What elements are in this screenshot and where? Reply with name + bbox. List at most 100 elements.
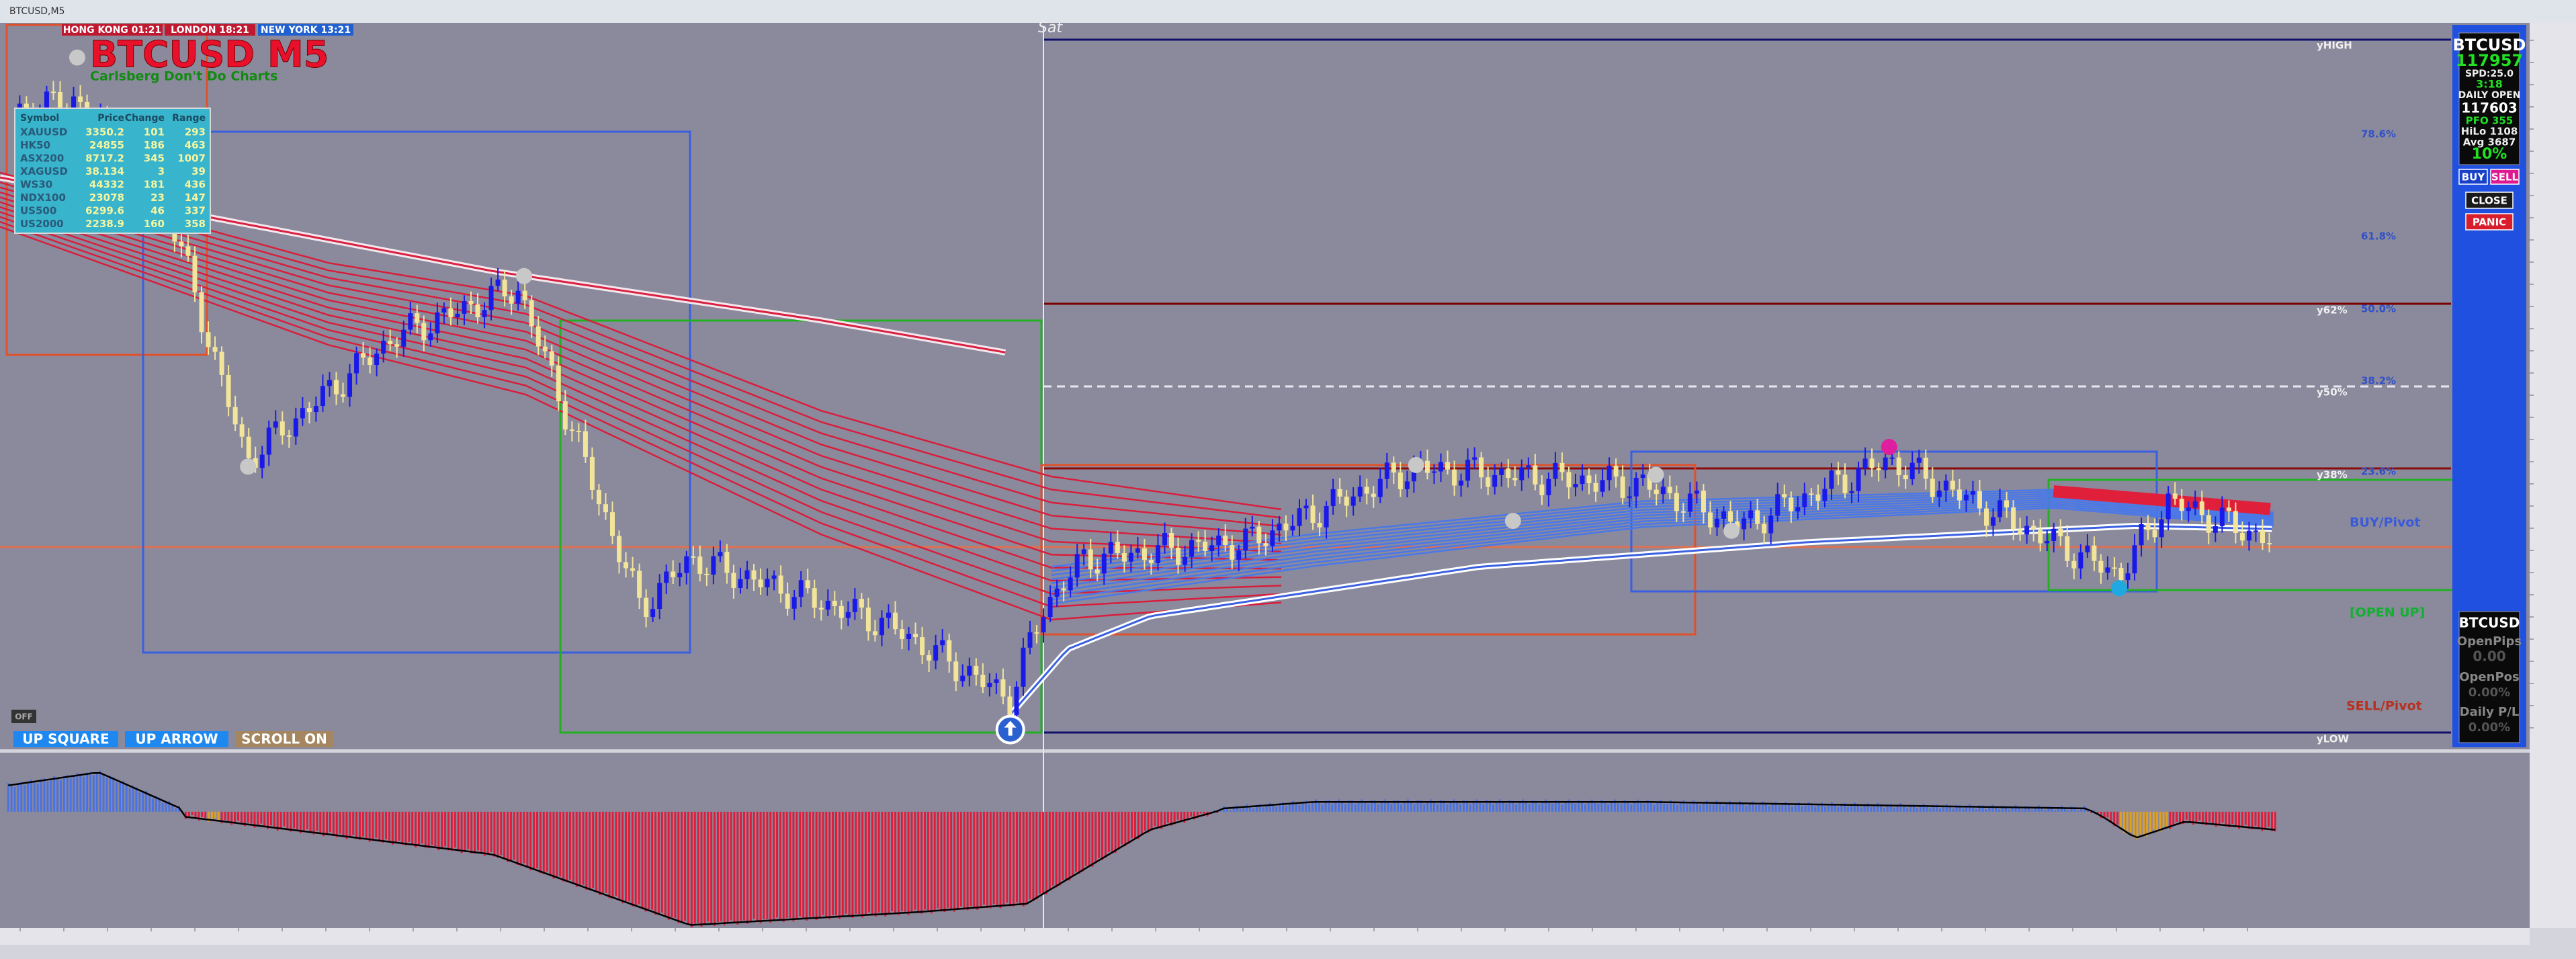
trade-button[interactable] <box>2465 192 2514 209</box>
account-field: OpenPips <box>2457 634 2522 649</box>
candle <box>1479 457 1484 478</box>
trade-button-label[interactable]: SELL <box>2491 171 2519 183</box>
candle <box>542 346 548 351</box>
ma-ribbon-blue <box>1051 497 2274 585</box>
trade-button[interactable] <box>2458 169 2488 185</box>
watchlist-cell: 293 <box>185 126 206 138</box>
candle <box>1203 541 1208 552</box>
candle <box>1849 491 1854 493</box>
candle <box>1424 460 1430 473</box>
candle <box>718 552 723 556</box>
candle <box>711 556 716 575</box>
candle <box>1559 462 1565 472</box>
toolbar-button[interactable] <box>13 731 118 747</box>
trade-button[interactable] <box>2465 213 2514 231</box>
toolbar-button-label[interactable]: UP SQUARE <box>22 731 109 747</box>
candle <box>1546 478 1551 495</box>
candle <box>1492 474 1498 487</box>
toolbar-button-label[interactable]: UP ARROW <box>135 731 218 747</box>
candle <box>933 645 939 661</box>
candle <box>617 536 622 562</box>
candle <box>199 292 204 333</box>
candle <box>1869 458 1875 468</box>
ma-ribbon-red <box>0 206 1282 570</box>
candle <box>1357 487 1363 497</box>
candle <box>556 366 561 402</box>
candle <box>1183 556 1188 565</box>
candle <box>1445 462 1451 470</box>
candle <box>1923 457 1928 479</box>
time-axis <box>0 928 2530 945</box>
watchlist-cell: 101 <box>144 126 165 138</box>
title-bar <box>0 0 2576 23</box>
candle <box>374 353 380 365</box>
candle <box>818 608 824 610</box>
watchlist-cell: NDX100 <box>20 192 66 204</box>
candle <box>845 612 851 618</box>
candle <box>1983 508 1989 526</box>
trade-button-label[interactable]: PANIC <box>2473 216 2506 228</box>
candle <box>671 571 676 577</box>
candle <box>179 241 184 247</box>
candle <box>1236 550 1242 560</box>
toolbar-button[interactable] <box>235 731 333 747</box>
quote-field: HiLo 1108 <box>2461 126 2518 138</box>
candle <box>1715 518 1720 528</box>
candle <box>347 373 353 397</box>
ma-ribbon-blue <box>1051 503 2274 597</box>
ma-ribbon-red <box>0 186 1282 536</box>
toolbar-button-label[interactable]: SCROLL ON <box>241 731 327 747</box>
candle <box>798 580 804 597</box>
candle <box>1512 478 1518 481</box>
toolbar-button[interactable] <box>125 731 228 747</box>
zone-box <box>142 130 691 654</box>
candle <box>865 608 871 632</box>
candle <box>1350 496 1356 506</box>
chart-subtitle: Carlsberg Don't Do Charts <box>90 69 277 84</box>
watchlist-cell: 24855 <box>89 139 124 151</box>
candle <box>994 679 999 683</box>
candle <box>1384 462 1389 479</box>
quote-box <box>2458 32 2520 165</box>
candle <box>2253 530 2258 532</box>
session-label: NEW YORK 13:21 <box>261 25 351 36</box>
candle <box>1876 468 1881 470</box>
candle <box>253 458 258 468</box>
trade-button-label[interactable]: BUY <box>2462 171 2486 183</box>
candle <box>967 665 972 676</box>
candle <box>1896 457 1901 476</box>
candle <box>1842 474 1848 493</box>
candle <box>1364 487 1369 494</box>
candle <box>1748 510 1754 519</box>
candle <box>744 570 750 579</box>
candle <box>1391 462 1396 473</box>
signal-dot <box>1504 513 1521 530</box>
account-box <box>2458 611 2520 743</box>
candle <box>1633 477 1639 497</box>
candle <box>2125 573 2131 581</box>
candle <box>1317 522 1322 528</box>
candle <box>920 637 925 655</box>
quote-field: SPD:25.0 <box>2465 69 2514 79</box>
quote-field: Avg 3687 <box>2463 136 2516 149</box>
candle <box>758 579 763 588</box>
candle <box>408 313 413 330</box>
candle <box>341 394 346 397</box>
toolbar-button[interactable] <box>11 710 36 723</box>
candle <box>2179 499 2184 511</box>
toolbar-button-label[interactable]: OFF <box>15 712 33 722</box>
candle <box>980 675 986 687</box>
candle <box>192 255 198 292</box>
candle <box>488 286 494 310</box>
account-field: 0.00% <box>2468 685 2510 700</box>
trade-button[interactable] <box>2490 169 2520 185</box>
trade-button-label[interactable]: CLOSE <box>2471 195 2507 207</box>
candle <box>455 313 460 318</box>
signal-dot <box>240 458 257 475</box>
candle <box>1115 542 1120 553</box>
watchlist-cell: 186 <box>144 139 165 151</box>
candle <box>1000 679 1006 697</box>
candle <box>1943 481 1948 491</box>
candle <box>1916 457 1922 463</box>
